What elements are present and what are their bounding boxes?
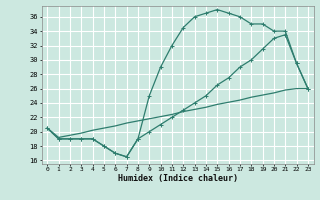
X-axis label: Humidex (Indice chaleur): Humidex (Indice chaleur): [118, 174, 237, 183]
